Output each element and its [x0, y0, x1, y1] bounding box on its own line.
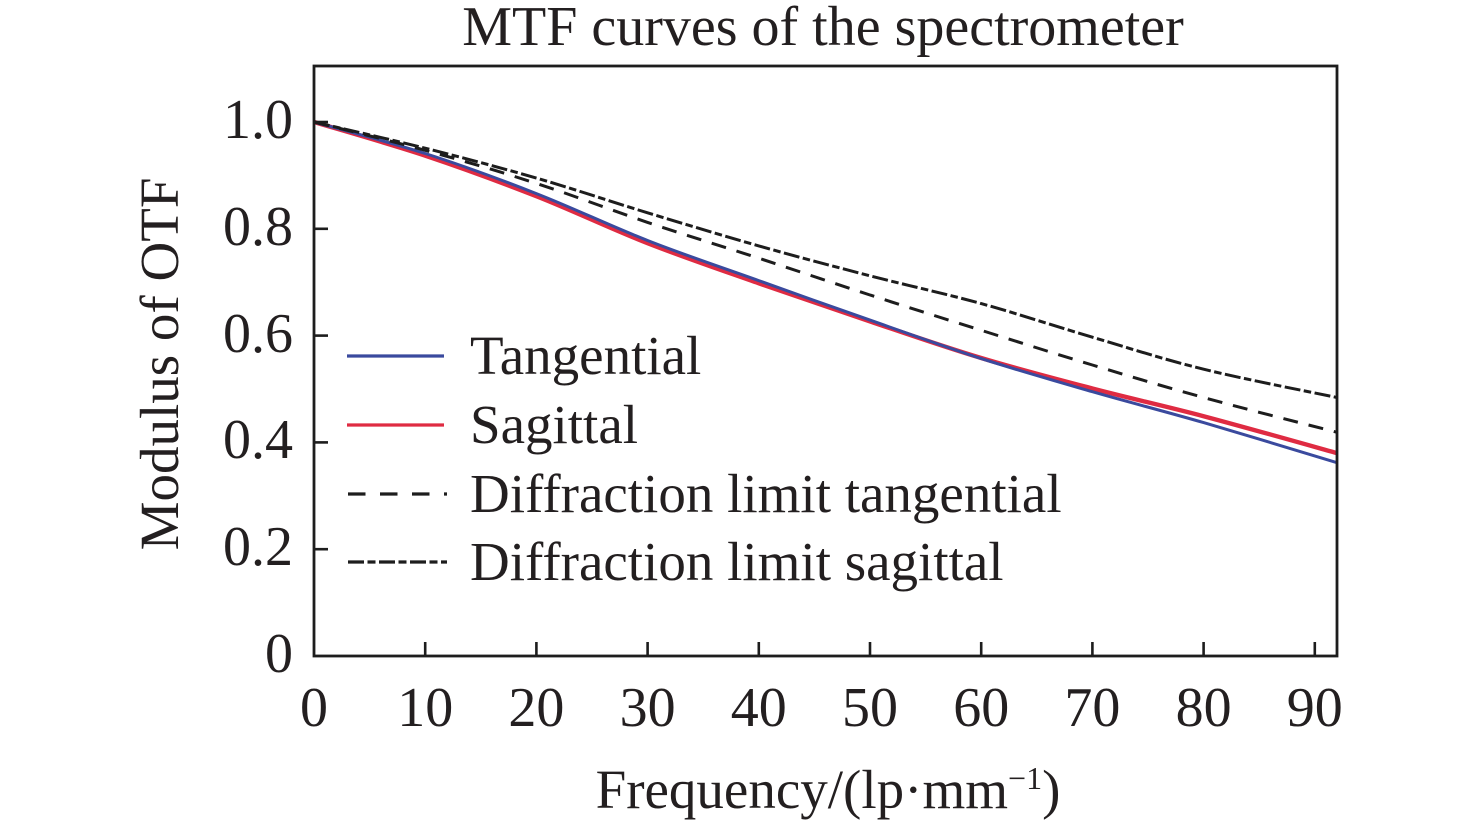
svg-text:Diffraction limit sagittal: Diffraction limit sagittal	[470, 531, 1004, 592]
svg-text:70: 70	[1064, 677, 1120, 739]
svg-text:50: 50	[842, 677, 898, 739]
svg-text:0.6: 0.6	[223, 303, 293, 365]
svg-text:90: 90	[1287, 677, 1343, 739]
svg-text:60: 60	[953, 677, 1009, 739]
svg-text:Sagittal: Sagittal	[470, 394, 638, 455]
svg-text:0.8: 0.8	[223, 196, 293, 258]
svg-text:Tangential: Tangential	[470, 325, 701, 386]
svg-text:0: 0	[265, 623, 293, 685]
svg-text:Frequency/(lp·mm−1): Frequency/(lp·mm−1)	[596, 759, 1061, 820]
svg-text:Modulus of OTF: Modulus of OTF	[129, 178, 190, 551]
svg-text:1.0: 1.0	[223, 89, 293, 151]
svg-text:30: 30	[620, 677, 676, 739]
svg-text:0.4: 0.4	[223, 409, 293, 471]
svg-text:20: 20	[508, 677, 564, 739]
svg-text:10: 10	[397, 677, 453, 739]
svg-text:Diffraction limit tangential: Diffraction limit tangential	[470, 463, 1062, 524]
svg-text:0: 0	[300, 677, 328, 739]
svg-text:0.2: 0.2	[223, 516, 293, 578]
svg-text:MTF curves of the spectrometer: MTF curves of the spectrometer	[462, 0, 1184, 58]
svg-text:40: 40	[731, 677, 787, 739]
svg-text:80: 80	[1176, 677, 1232, 739]
